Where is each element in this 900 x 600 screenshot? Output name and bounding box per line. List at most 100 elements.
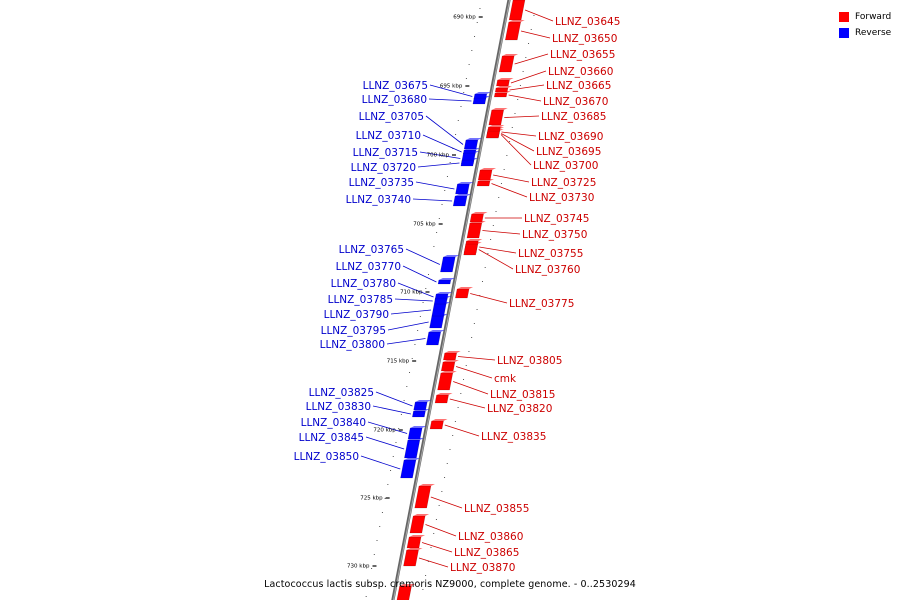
tick-dot [452,435,454,436]
leader-line [453,381,489,395]
leader-line [386,338,426,345]
tick-dot [503,169,505,170]
forward-gene [403,549,419,567]
forward-gene-facet [457,287,474,289]
reverse-gene [455,183,470,195]
reverse-gene-label: LLNZ_03845 [299,432,364,444]
forward-gene-facet [488,127,505,129]
leader-line [455,366,493,379]
forward-gene [496,79,510,87]
tick-dot [435,519,437,520]
leader-line [390,309,432,315]
forward-gene [429,420,444,430]
leader-line [421,542,453,553]
tick-dot [371,568,373,569]
tick-dot [460,393,462,394]
leader-line [425,524,457,537]
tick-dot [457,407,459,408]
tick-dot [460,106,462,107]
reverse-gene-facet [443,255,460,257]
leader-line [429,84,473,97]
tick-dot [522,71,524,72]
tick-dot [530,29,532,30]
forward-gene-label: LLNZ_03685 [541,111,606,123]
scale-marker-label: 705 kbp [413,222,436,228]
forward-gene [443,352,457,361]
forward-gene-label: LLNZ_03820 [487,403,552,415]
tick-dot [490,239,492,240]
forward-gene-label: LLNZ_03690 [538,131,603,143]
forward-gene [455,288,470,299]
tick-dot [438,505,440,506]
leader-line [491,183,528,198]
tick-dot [465,78,467,79]
forward-gene-facet [477,179,494,181]
tick-dot [514,113,516,114]
tick-dot [463,379,465,380]
leader-line [478,249,514,270]
reverse-gene-label: LLNZ_03710 [356,130,421,142]
leader-line [430,496,463,509]
reverse-gene [437,279,452,285]
leader-line [500,133,535,152]
tick-dot [433,533,435,534]
tick-dot [525,57,527,58]
forward-gene-facet [508,20,525,22]
reverse-gene-facet [407,438,424,440]
reverse-gene-label: LLNZ_03795 [321,325,386,337]
leader-line [520,30,551,39]
tick-dot [406,386,408,387]
forward-gene-label: LLNZ_03660 [548,66,613,78]
leader-line [479,246,517,254]
reverse-gene-facet [463,148,480,150]
reverse-gene-label: LLNZ_03680 [362,94,427,106]
leader-line [470,293,508,304]
tick-dot [398,428,400,429]
gene-arrows [396,0,526,600]
forward-gene-facet [442,360,459,362]
tick-dot [411,358,413,359]
forward-gene-label: LLNZ_03760 [515,264,580,276]
forward-gene-label: LLNZ_03775 [509,298,574,310]
reverse-gene-label: LLNZ_03675 [363,80,428,92]
leader-line [360,455,401,470]
tick-dot [517,99,519,100]
forward-gene-label: LLNZ_03665 [546,80,611,92]
forward-gene [437,372,454,391]
tick-dot [376,540,378,541]
forward-gene-label: LLNZ_03870 [450,562,515,574]
reverse-gene-facet [415,400,432,402]
forward-gene-label: LLNZ_03695 [536,146,601,158]
forward-gene-facet [480,168,497,170]
tick-dot [479,8,481,9]
tick-dot [457,120,459,121]
gene-labels: LLNZ_03645 LLNZ_03650 LLNZ_03655 LLNZ_03660… [294,16,621,574]
forward-gene-label: LLNZ_03645 [555,16,620,28]
forward-gene [508,0,526,21]
forward-gene [440,361,456,372]
leader-line [365,436,405,450]
leader-line [428,98,472,102]
tick-dot [417,330,419,331]
reverse-gene-label: LLNZ_03840 [301,417,366,429]
leader-line [510,70,547,84]
forward-gene-facet [471,212,488,214]
tick-dot [533,15,535,16]
tick-dot [427,561,429,562]
tick-dot [390,470,392,471]
tick-dot [400,414,402,415]
scale-marker-label: 695 kbp [440,84,463,90]
scale-marker-label: 700 kbp [427,153,450,159]
forward-gene [406,536,422,549]
tick-dot [463,92,465,93]
forward-gene-facet [466,239,483,241]
reverse-gene-label: LLNZ_03790 [324,309,389,321]
tick-dot [455,134,457,135]
forward-gene-label: LLNZ_03650 [552,33,617,45]
leader-line [387,321,429,331]
tick-dot [449,449,451,450]
leader-line [417,162,460,168]
leader-line [422,134,462,153]
leader-line [402,265,437,283]
tick-dot [473,323,475,324]
